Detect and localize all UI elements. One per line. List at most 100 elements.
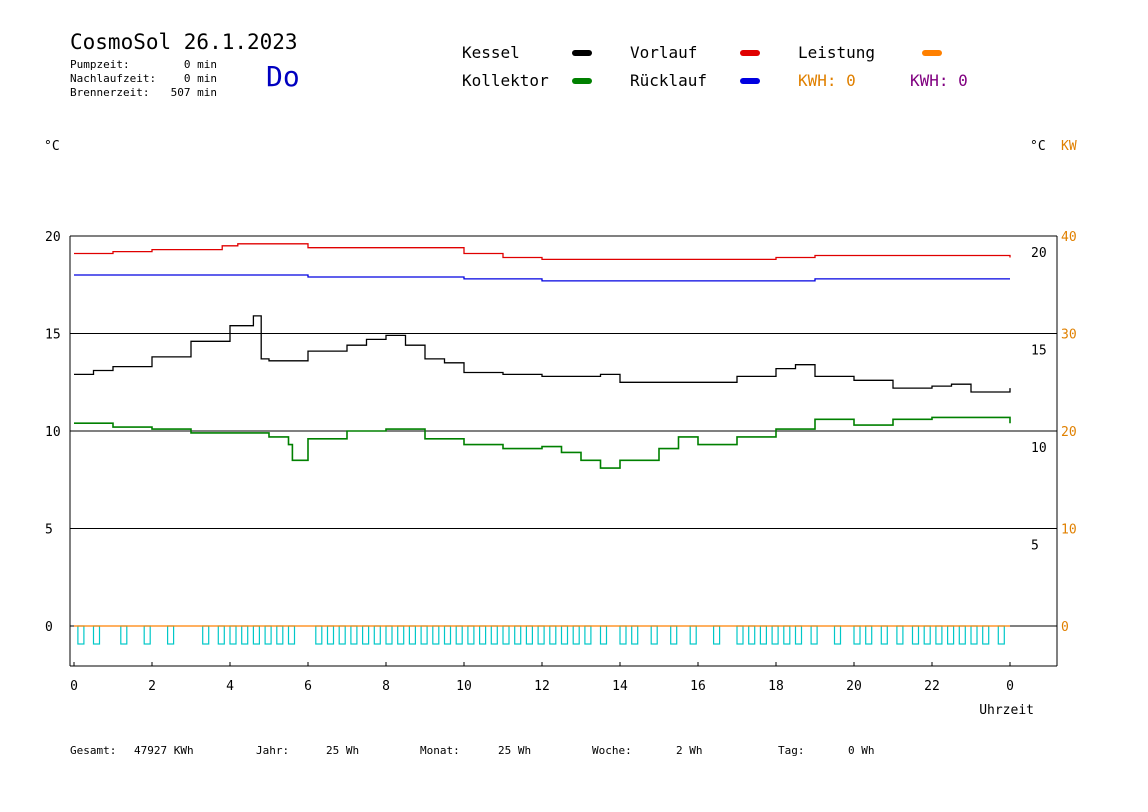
pump-pulse <box>264 625 272 645</box>
pump-pulse <box>759 625 768 645</box>
pump-pulse <box>958 625 966 645</box>
x-tick-label: 14 <box>612 679 628 694</box>
pump-pulse <box>514 625 522 645</box>
stat-label-brennerzeit: Brennerzeit: <box>70 86 150 99</box>
left-axis-unit: °C <box>44 139 60 154</box>
pump-pulse <box>455 625 463 645</box>
pump-pulse <box>572 625 580 645</box>
pump-pulse <box>748 625 756 645</box>
x-tick-label: 2 <box>148 679 156 694</box>
footer-tag-value: 0 Wh <box>848 744 875 757</box>
pump-pulse <box>631 625 639 645</box>
y-tick-label-right-kw: 40 <box>1061 230 1077 245</box>
x-tick-label: 16 <box>690 679 706 694</box>
pump-pulse <box>338 625 346 645</box>
pump-pulse <box>217 625 225 645</box>
pump-pulse <box>373 625 381 645</box>
y-tick-label-left: 5 <box>45 523 53 538</box>
pump-pulse <box>525 625 534 645</box>
stat-label-nachlaufzeit: Nachlaufzeit: <box>70 72 157 85</box>
pump-pulse <box>315 625 323 645</box>
series-line-ruecklauf <box>74 274 1010 282</box>
y-tick-label-left: 15 <box>45 328 61 343</box>
pump-pulse <box>120 625 128 645</box>
footer-monat-label: Monat: <box>420 744 460 757</box>
x-tick-label: 10 <box>456 679 472 694</box>
pump-pulse <box>560 625 569 645</box>
pump-pulse <box>385 625 393 645</box>
stat-value-brennerzeit: 507 min <box>170 86 217 99</box>
series-line-kollektor <box>74 416 1011 469</box>
legend-leistung-swatch <box>922 50 942 56</box>
pump-pulse <box>853 625 861 645</box>
pump-pulse <box>599 625 608 645</box>
pump-pulse <box>420 625 428 645</box>
pump-pulse <box>896 625 904 645</box>
pump-pulse <box>670 625 678 645</box>
x-tick-label: 8 <box>382 679 390 694</box>
pump-pulse <box>202 625 210 645</box>
stat-label-pumpzeit: Pumpzeit: <box>70 58 130 71</box>
weekday-label: Do <box>266 60 300 93</box>
pump-pulse <box>712 625 721 645</box>
pump-pulse <box>880 625 888 645</box>
x-tick-label: 22 <box>924 679 940 694</box>
pump-pulse <box>350 625 358 645</box>
footer-gesamt-value: 47927 KWh <box>134 744 194 757</box>
legend-ruecklauf-label: Rücklauf <box>630 71 708 90</box>
pump-pulse <box>833 625 842 645</box>
pump-pulse <box>689 625 697 645</box>
pump-pulse <box>923 625 931 645</box>
footer-jahr-value: 25 Wh <box>326 744 360 757</box>
pump-pulse <box>736 625 744 645</box>
footer-woche-label: Woche: <box>592 744 632 757</box>
pump-pulse <box>935 625 943 645</box>
x-tick-label: 12 <box>534 679 550 694</box>
pump-pulse <box>490 625 498 645</box>
y-tick-label-left: 0 <box>45 620 53 635</box>
y-tick-label-left: 20 <box>45 230 61 245</box>
footer-woche-value: 2 Wh <box>676 744 703 757</box>
y-tick-label-right-kw: 10 <box>1061 523 1077 538</box>
stat-value-nachlaufzeit: 0 min <box>183 72 217 85</box>
pump-pulse <box>584 625 592 645</box>
y-tick-label-left: 10 <box>45 425 61 440</box>
pump-pulse <box>432 625 440 645</box>
y-tick-label-right-c: 15 <box>1031 344 1047 359</box>
kwh-orange-label: KWH: 0 <box>798 71 856 90</box>
pump-pulse <box>549 625 557 645</box>
footer-gesamt-label: Gesamt: <box>70 744 117 757</box>
pump-pulse <box>794 625 803 645</box>
pump-pulse <box>397 625 405 645</box>
pump-pulse <box>467 625 475 645</box>
chart-title: CosmoSol 26.1.2023 <box>70 30 298 54</box>
pump-pulse <box>783 625 791 645</box>
x-tick-label: 0 <box>70 679 78 694</box>
y-tick-label-right-c: 5 <box>1031 539 1039 554</box>
pump-pulse <box>946 625 955 645</box>
legend-leistung-label: Leistung <box>798 43 876 62</box>
right-axis-unit-kw: KW <box>1061 139 1077 154</box>
pump-pulse <box>443 625 452 645</box>
y-tick-label-right-c: 20 <box>1031 246 1047 261</box>
x-tick-label: 0 <box>1006 679 1014 694</box>
x-tick-label: 4 <box>226 679 234 694</box>
pump-pulse <box>810 625 818 645</box>
pump-pulse <box>619 625 627 645</box>
x-axis-label: Uhrzeit <box>979 703 1034 718</box>
y-tick-label-right-kw: 0 <box>1061 620 1069 635</box>
footer-tag-label: Tag: <box>778 744 805 757</box>
stat-value-pumpzeit: 0 min <box>183 58 217 71</box>
right-axis-unit-c: °C <box>1030 139 1046 154</box>
pump-pulse <box>252 625 260 645</box>
pump-pulse <box>982 625 990 645</box>
y-tick-label-right-c: 10 <box>1031 441 1047 456</box>
pump-pulse <box>287 625 296 645</box>
y-tick-label-right-kw: 30 <box>1061 328 1077 343</box>
pump-pulse <box>92 625 101 645</box>
legend-vorlauf-swatch <box>740 50 760 56</box>
pump-pulse <box>865 625 873 645</box>
pump-pulse <box>997 625 1005 645</box>
pump-pulse <box>650 625 658 645</box>
